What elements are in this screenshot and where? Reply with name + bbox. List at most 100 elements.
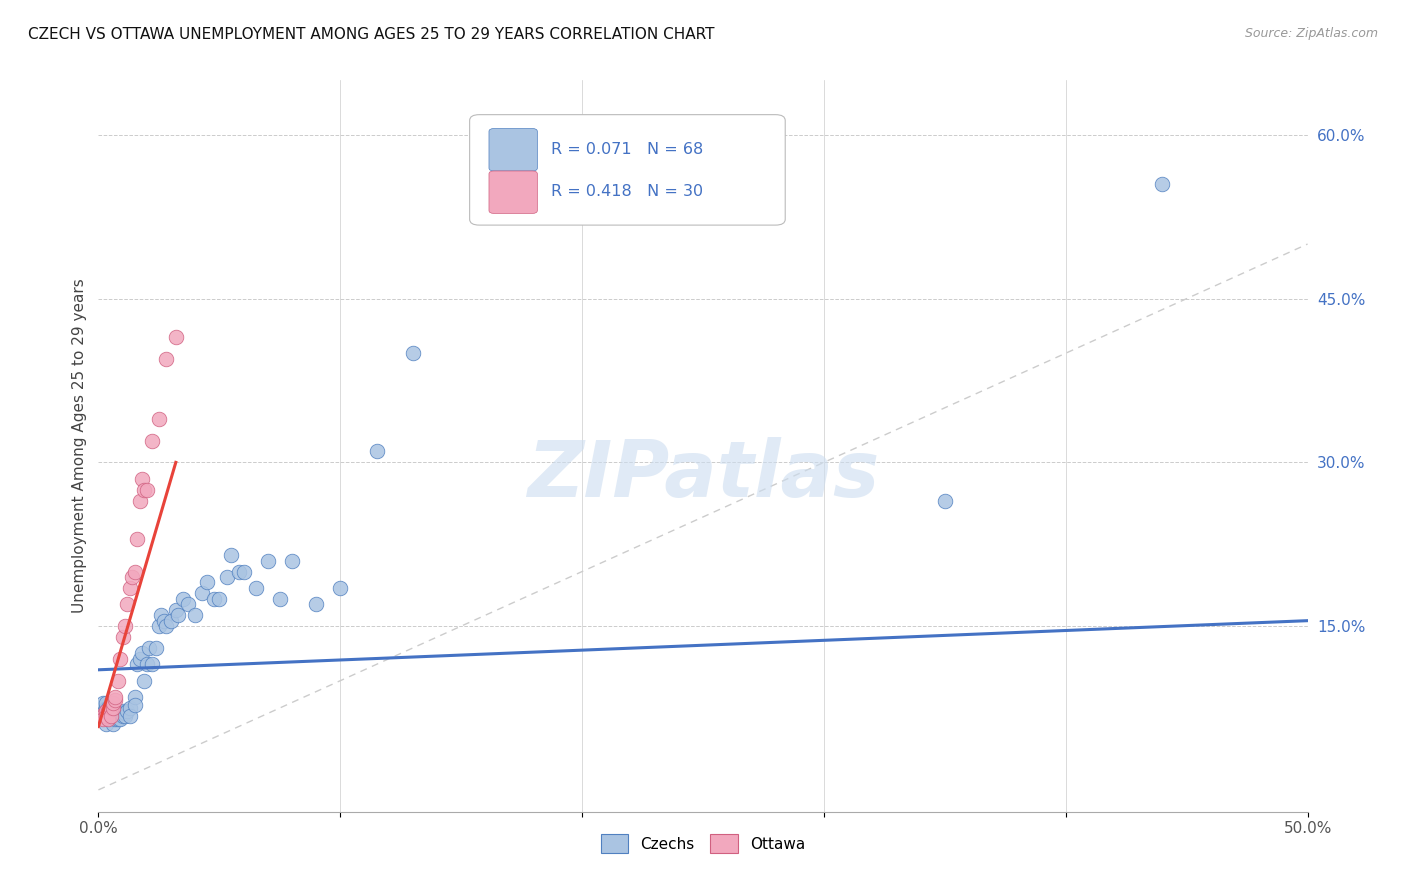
Point <box>108 712 131 726</box>
Point <box>269 591 291 606</box>
Point <box>135 657 157 672</box>
Y-axis label: Unemployment Among Ages 25 to 29 years: Unemployment Among Ages 25 to 29 years <box>72 278 87 614</box>
Point <box>111 706 134 721</box>
Point <box>101 696 124 710</box>
Point <box>256 554 278 568</box>
Point <box>90 708 112 723</box>
Point <box>131 472 153 486</box>
Point <box>155 619 177 633</box>
Point <box>134 483 156 497</box>
Point <box>100 701 122 715</box>
Point <box>91 708 114 723</box>
Point <box>104 690 127 704</box>
Point <box>281 554 304 568</box>
Point <box>150 608 173 623</box>
Point <box>97 712 120 726</box>
Point <box>107 704 129 718</box>
Point <box>117 597 139 611</box>
Point <box>94 704 117 718</box>
Point <box>121 570 143 584</box>
Point <box>141 657 163 672</box>
Point <box>135 483 157 497</box>
Point <box>101 708 124 723</box>
Point <box>208 591 231 606</box>
Point <box>107 712 129 726</box>
Point <box>91 696 114 710</box>
Point <box>100 708 122 723</box>
Point <box>148 619 170 633</box>
Point <box>204 591 226 606</box>
Point <box>101 717 124 731</box>
Text: ZIPatlas: ZIPatlas <box>527 437 879 513</box>
Point <box>91 706 114 721</box>
Point <box>138 640 160 655</box>
Point <box>100 704 122 718</box>
Point <box>100 708 122 723</box>
Point <box>165 330 187 344</box>
Point <box>221 548 243 562</box>
Point <box>167 608 190 623</box>
Point <box>155 351 177 366</box>
Point <box>305 597 328 611</box>
Legend: Czechs, Ottawa: Czechs, Ottawa <box>595 828 811 859</box>
Point <box>104 706 127 721</box>
Point <box>104 712 127 726</box>
Point <box>108 652 131 666</box>
Point <box>228 565 250 579</box>
Point <box>118 708 141 723</box>
Point <box>152 614 174 628</box>
Point <box>108 706 131 721</box>
Point <box>245 581 267 595</box>
Point <box>124 698 146 712</box>
Text: CZECH VS OTTAWA UNEMPLOYMENT AMONG AGES 25 TO 29 YEARS CORRELATION CHART: CZECH VS OTTAWA UNEMPLOYMENT AMONG AGES … <box>28 27 714 42</box>
Point <box>117 704 139 718</box>
Point <box>329 581 352 595</box>
Point <box>94 701 117 715</box>
Point <box>97 704 120 718</box>
Point <box>934 493 956 508</box>
Point <box>118 581 141 595</box>
Point <box>128 652 150 666</box>
Point <box>97 701 120 715</box>
Point <box>127 657 149 672</box>
Point <box>94 708 117 723</box>
Point <box>104 693 127 707</box>
Point <box>94 696 117 710</box>
Point <box>232 565 254 579</box>
Point <box>114 708 136 723</box>
Point <box>124 690 146 704</box>
Point <box>145 640 167 655</box>
Point <box>97 712 120 726</box>
Point <box>100 712 122 726</box>
Point <box>127 532 149 546</box>
Point <box>160 614 183 628</box>
Point <box>148 411 170 425</box>
Text: Source: ZipAtlas.com: Source: ZipAtlas.com <box>1244 27 1378 40</box>
Point <box>118 701 141 715</box>
Point <box>91 712 114 726</box>
Point <box>366 444 388 458</box>
Point <box>134 673 156 688</box>
Point <box>101 701 124 715</box>
Point <box>128 493 150 508</box>
FancyBboxPatch shape <box>470 115 785 225</box>
Point <box>114 619 136 633</box>
Point <box>111 704 134 718</box>
Point <box>177 597 200 611</box>
Point <box>165 603 187 617</box>
Point <box>107 673 129 688</box>
FancyBboxPatch shape <box>489 171 537 213</box>
Point <box>1152 177 1174 191</box>
Point <box>172 591 194 606</box>
Point <box>184 608 207 623</box>
Point <box>191 586 214 600</box>
Point <box>195 575 218 590</box>
Point <box>111 708 134 723</box>
Point <box>111 630 134 644</box>
Text: R = 0.418   N = 30: R = 0.418 N = 30 <box>551 184 703 199</box>
Text: R = 0.071   N = 68: R = 0.071 N = 68 <box>551 142 703 157</box>
Point <box>114 706 136 721</box>
Point <box>97 706 120 721</box>
Point <box>104 708 127 723</box>
Point <box>101 712 124 726</box>
